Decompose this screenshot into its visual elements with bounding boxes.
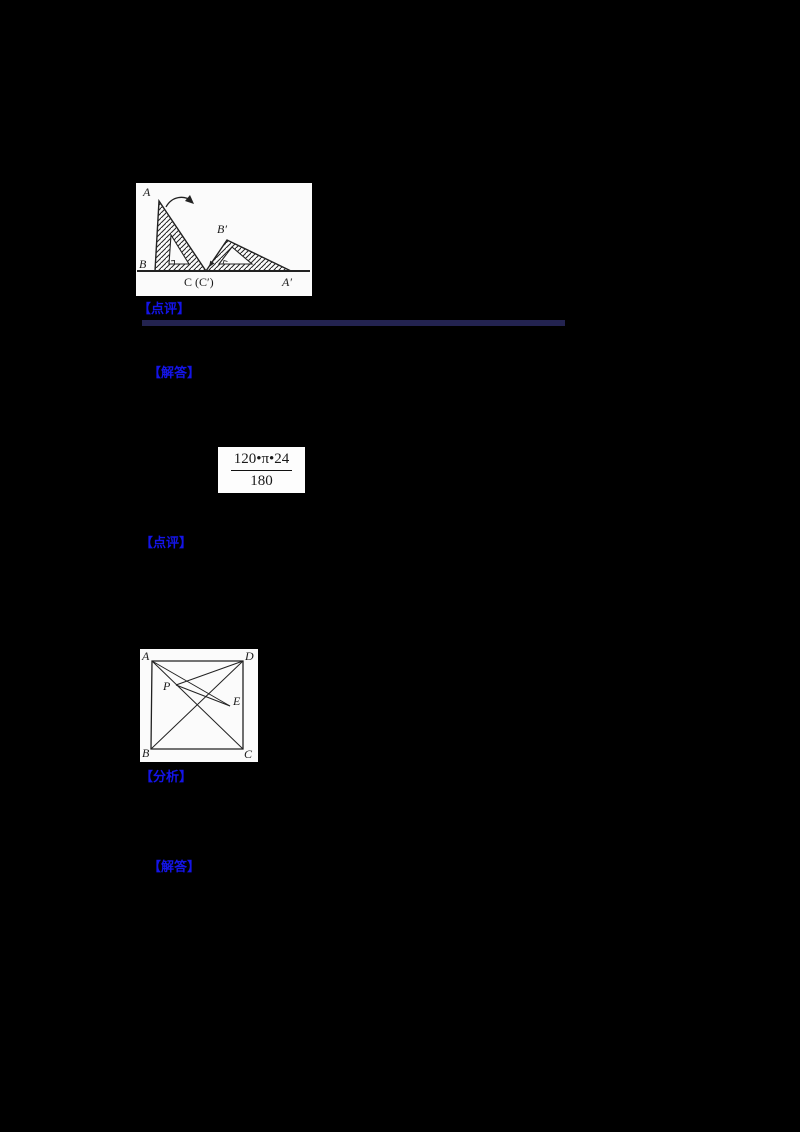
figure-rotation-triangles: A B B′ C (C′) A′ (136, 183, 312, 296)
label-A-prime: A′ (281, 275, 292, 289)
figure-square-diagram: A D B C P E (140, 649, 258, 762)
triangle-a1b1c1 (204, 239, 292, 272)
fraction-denominator: 180 (250, 472, 273, 489)
label-B: B (142, 746, 150, 760)
label-C-combined: C (C′) (184, 275, 214, 289)
label-P: P (162, 679, 171, 693)
rotation-arrowhead-icon (185, 195, 194, 204)
segment-dp (175, 660, 244, 686)
label-B-prime: B′ (217, 222, 227, 236)
arc-length-fraction: 120•π•24 180 (230, 450, 293, 491)
label-E: E (232, 694, 241, 708)
triangle-abc (154, 198, 208, 272)
label-A: A (142, 185, 151, 199)
label-C: C (244, 747, 253, 761)
section-label-review-2: 【点评】 (140, 535, 193, 550)
section-divider (142, 320, 565, 326)
right-angle-mark-1 (170, 260, 175, 264)
rotation-figure-svg: A B B′ C (C′) A′ (137, 185, 310, 289)
formula-box: 120•π•24 180 (218, 447, 305, 493)
section-label-analysis-1: 【分析】 (140, 769, 193, 784)
triangle-a1b1c1-hole (217, 246, 254, 265)
segment-pe (175, 684, 231, 707)
label-D: D (244, 649, 254, 663)
section-label-solution-1: 【解答】 (148, 365, 201, 380)
right-angle-mark-2 (222, 259, 228, 265)
label-B: B (139, 257, 147, 271)
triangle-abc-hole (168, 233, 190, 265)
section-label-solution-2: 【解答】 (148, 859, 201, 874)
edge-arrowhead-icon (209, 260, 215, 267)
diagonal-bd (150, 660, 244, 750)
fraction-numerator: 120•π•24 (230, 450, 293, 471)
segment-ae (151, 660, 231, 707)
label-A: A (141, 649, 150, 663)
section-label-review-1: 【点评】 (138, 301, 191, 316)
square-figure-svg: A D B C P E (141, 649, 254, 761)
